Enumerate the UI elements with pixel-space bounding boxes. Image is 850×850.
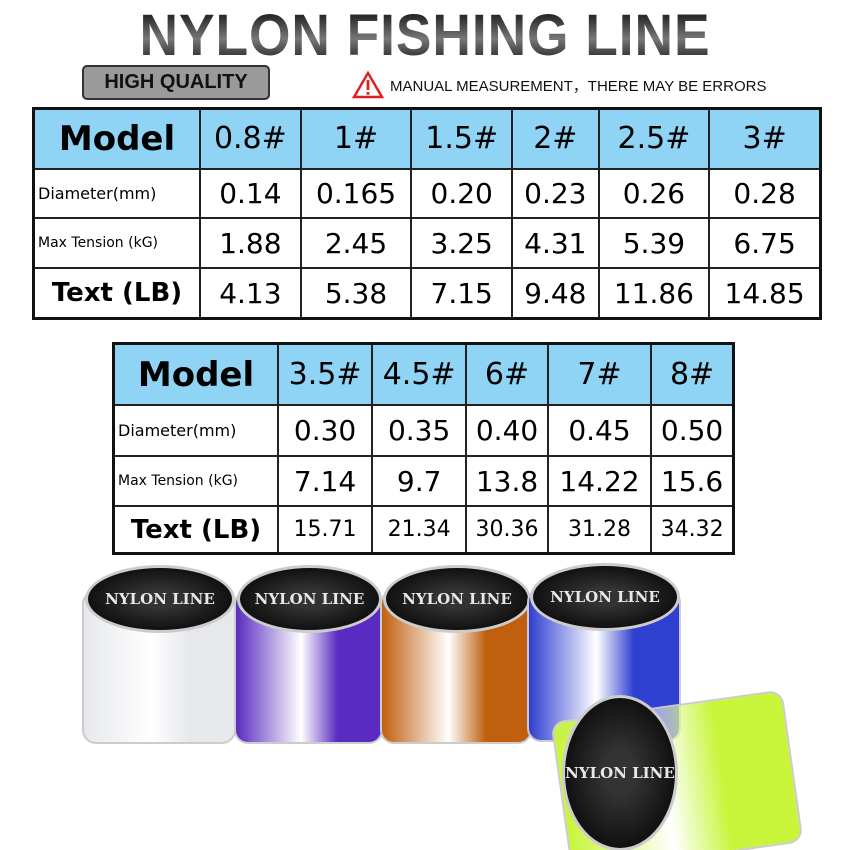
value-cell: 0.45 xyxy=(546,404,653,457)
model-cell: 1.5# xyxy=(410,107,514,170)
table-header-row: Model 3.5# 4.5# 6# 7# 8# xyxy=(112,342,735,407)
value-cell: 9.48 xyxy=(511,267,600,320)
value-cell: 1.88 xyxy=(199,217,302,270)
warning-note: MANUAL MEASUREMENT，THERE MAY BE ERRORS xyxy=(352,71,766,99)
value-cell: 5.38 xyxy=(299,267,413,320)
row-label: Max Tension (kG) xyxy=(32,217,201,270)
model-cell: 3.5# xyxy=(276,342,374,407)
spec-table-1: Model 0.8# 1# 1.5# 2# 2.5# 3# Diameter(m… xyxy=(32,107,822,320)
table-row: Diameter(mm) 0.14 0.165 0.20 0.23 0.26 0… xyxy=(32,167,822,220)
value-cell: 6.75 xyxy=(708,217,822,270)
value-cell: 0.23 xyxy=(511,167,600,220)
value-cell: 31.28 xyxy=(546,505,653,555)
warning-text: MANUAL MEASUREMENT，THERE MAY BE ERRORS xyxy=(390,77,767,95)
value-cell: 0.28 xyxy=(708,167,822,220)
model-cell: 0.8# xyxy=(199,107,302,170)
value-cell: 7.15 xyxy=(410,267,514,320)
spool-label: NYLON LINE xyxy=(530,563,680,631)
value-cell: 34.32 xyxy=(650,505,735,555)
value-cell: 0.50 xyxy=(650,404,735,457)
value-cell: 4.31 xyxy=(511,217,600,270)
value-cell: 0.165 xyxy=(299,167,413,220)
value-cell: 15.6 xyxy=(650,454,735,508)
row-label: Text (LB) xyxy=(112,505,279,555)
value-cell: 2.45 xyxy=(299,217,413,270)
value-cell: 13.8 xyxy=(465,454,549,508)
page-title: NYLON FISHING LINE xyxy=(34,2,816,69)
value-cell: 7.14 xyxy=(276,454,374,508)
value-cell: 3.25 xyxy=(410,217,514,270)
table-row: Diameter(mm) 0.30 0.35 0.40 0.45 0.50 xyxy=(112,404,735,457)
value-cell: 15.71 xyxy=(276,505,374,555)
value-cell: 4.13 xyxy=(199,267,302,320)
value-cell: 14.85 xyxy=(708,267,822,320)
spool-label: NYLON LINE xyxy=(562,695,678,850)
value-cell: 0.20 xyxy=(410,167,514,220)
value-cell: 30.36 xyxy=(465,505,549,555)
model-cell: 7# xyxy=(546,342,653,407)
model-cell: 6# xyxy=(465,342,549,407)
value-cell: 0.14 xyxy=(199,167,302,220)
model-cell: 8# xyxy=(650,342,735,407)
value-cell: 0.35 xyxy=(371,404,468,457)
spool-label: NYLON LINE xyxy=(85,565,235,633)
model-cell: 4.5# xyxy=(371,342,468,407)
spool-label: NYLON LINE xyxy=(383,565,531,633)
model-cell: 2.5# xyxy=(597,107,711,170)
table-row: Text (LB) 4.13 5.38 7.15 9.48 11.86 14.8… xyxy=(32,267,822,320)
row-label: Diameter(mm) xyxy=(112,404,279,457)
table-header-row: Model 0.8# 1# 1.5# 2# 2.5# 3# xyxy=(32,107,822,170)
spec-table-2: Model 3.5# 4.5# 6# 7# 8# Diameter(mm) 0.… xyxy=(112,342,735,555)
value-cell: 0.30 xyxy=(276,404,374,457)
value-cell: 21.34 xyxy=(371,505,468,555)
value-cell: 11.86 xyxy=(597,267,711,320)
value-cell: 0.40 xyxy=(465,404,549,457)
quality-badge: HIGH QUALITY xyxy=(82,65,270,100)
value-cell: 5.39 xyxy=(597,217,711,270)
row-label: Text (LB) xyxy=(32,267,201,320)
row-label: Diameter(mm) xyxy=(32,167,201,220)
model-header: Model xyxy=(32,107,201,170)
warning-icon xyxy=(352,71,384,99)
row-label: Max Tension (kG) xyxy=(112,454,279,508)
table-row: Text (LB) 15.71 21.34 30.36 31.28 34.32 xyxy=(112,505,735,555)
model-cell: 3# xyxy=(708,107,822,170)
value-cell: 0.26 xyxy=(597,167,711,220)
value-cell: 14.22 xyxy=(546,454,653,508)
value-cell: 9.7 xyxy=(371,454,468,508)
model-header: Model xyxy=(112,342,279,407)
spool-label: NYLON LINE xyxy=(237,565,382,633)
table-row: Max Tension (kG) 7.14 9.7 13.8 14.22 15.… xyxy=(112,454,735,508)
model-cell: 2# xyxy=(511,107,600,170)
model-cell: 1# xyxy=(299,107,413,170)
table-row: Max Tension (kG) 1.88 2.45 3.25 4.31 5.3… xyxy=(32,217,822,270)
